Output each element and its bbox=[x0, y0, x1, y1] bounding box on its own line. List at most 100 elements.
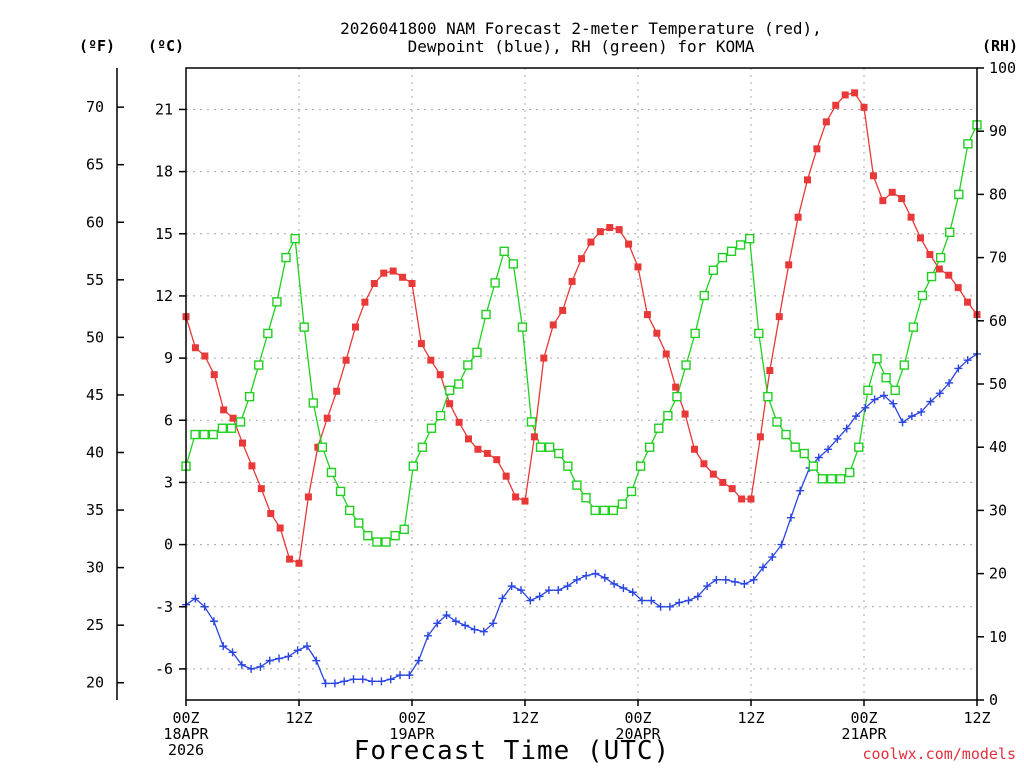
rh-point bbox=[854, 442, 864, 452]
dewpoint-point bbox=[842, 424, 851, 433]
celsius-unit-label: (ºC) bbox=[148, 37, 184, 55]
rh-tick-label: 60 bbox=[989, 312, 1007, 330]
dewpoint-point bbox=[414, 656, 423, 665]
rh-point bbox=[226, 423, 237, 433]
dewpoint-point bbox=[275, 654, 284, 663]
rh-point bbox=[408, 461, 418, 471]
temperature-point bbox=[756, 433, 764, 441]
rh-point bbox=[517, 322, 528, 332]
x-tick-label: 12Z bbox=[737, 709, 764, 727]
temperature-point bbox=[794, 213, 802, 221]
temperature-point bbox=[229, 414, 237, 422]
temperature-point bbox=[342, 356, 350, 364]
rh-point bbox=[290, 233, 300, 244]
temperature-point bbox=[455, 418, 463, 426]
dewpoint-point bbox=[396, 671, 405, 680]
x-tick-label: 00Z bbox=[172, 709, 199, 727]
dewpoint-point bbox=[442, 611, 451, 620]
rh-point bbox=[608, 505, 619, 516]
dewpoint-point bbox=[600, 573, 609, 582]
temperature-point bbox=[521, 497, 529, 505]
fahrenheit-tick-label: 45 bbox=[86, 386, 104, 404]
temperature-point bbox=[785, 261, 793, 269]
temperature-point bbox=[191, 344, 199, 352]
temperature-point bbox=[352, 323, 359, 331]
dewpoint-point bbox=[470, 625, 479, 634]
temperature-point bbox=[370, 280, 378, 288]
rh-point bbox=[581, 493, 591, 503]
fahrenheit-tick-label: 50 bbox=[86, 328, 104, 346]
rh-point bbox=[945, 227, 955, 238]
temperature-point bbox=[691, 445, 698, 453]
dewpoint-point bbox=[824, 445, 833, 454]
dewpoint-point bbox=[852, 412, 861, 421]
dewpoint-point bbox=[209, 617, 218, 626]
rh-point bbox=[454, 379, 464, 389]
rh-point bbox=[826, 474, 837, 484]
rh-tick-label: 100 bbox=[989, 59, 1016, 77]
dewpoint-point bbox=[554, 586, 563, 595]
temperature-point bbox=[239, 439, 246, 447]
rh-point bbox=[254, 360, 264, 370]
temperature-point bbox=[681, 410, 689, 418]
fahrenheit-unit-label: (ºF) bbox=[79, 37, 115, 55]
dewpoint-point bbox=[879, 391, 888, 400]
dewpoint-point bbox=[433, 619, 442, 628]
rh-point bbox=[499, 246, 509, 256]
temperature-point bbox=[709, 470, 717, 478]
temperature-point bbox=[399, 273, 407, 281]
temperature-point bbox=[201, 352, 209, 360]
rh-point bbox=[772, 417, 782, 427]
rh-point bbox=[417, 442, 428, 452]
rh-point bbox=[490, 278, 500, 288]
temperature-point bbox=[323, 414, 331, 422]
rh-point bbox=[808, 461, 819, 471]
dewpoint-point bbox=[517, 586, 526, 595]
fahrenheit-tick-label: 35 bbox=[86, 501, 104, 519]
temperature-point bbox=[408, 280, 416, 288]
temperature-point bbox=[672, 383, 680, 391]
dewpoint-point bbox=[507, 582, 516, 591]
dewpoint-point bbox=[731, 577, 740, 586]
rh-point bbox=[426, 423, 437, 433]
rh-point bbox=[590, 505, 600, 516]
dewpoint-point bbox=[293, 646, 302, 655]
fahrenheit-tick-label: 55 bbox=[86, 271, 104, 289]
temperature-point bbox=[775, 313, 783, 321]
rh-point bbox=[899, 360, 909, 370]
rh-point bbox=[745, 233, 755, 244]
fahrenheit-tick-label: 30 bbox=[86, 559, 104, 577]
dewpoint-line bbox=[185, 353, 978, 685]
temperature-point bbox=[945, 271, 953, 279]
series-lines bbox=[185, 92, 978, 685]
dewpoint-point bbox=[656, 602, 665, 611]
temperature-point bbox=[860, 103, 868, 111]
rh-point bbox=[335, 486, 346, 497]
dewpoint-point bbox=[740, 579, 749, 588]
dewpoint-point bbox=[758, 563, 767, 572]
celsius-tick-label: 0 bbox=[164, 536, 173, 554]
temperature-point bbox=[606, 224, 614, 232]
temperature-point bbox=[964, 298, 972, 306]
dewpoint-point bbox=[889, 399, 898, 408]
temperature-point bbox=[276, 524, 284, 532]
chart-title-line-2: Dewpoint (blue), RH (green) for KOMA bbox=[408, 37, 755, 56]
celsius-tick-label: -3 bbox=[155, 598, 173, 616]
temperature-point bbox=[615, 226, 623, 234]
dewpoint-point bbox=[628, 588, 637, 597]
temperature-point bbox=[474, 445, 482, 453]
rh-point bbox=[781, 429, 791, 440]
dewpoint-point bbox=[768, 553, 777, 562]
temperature-point bbox=[427, 356, 435, 364]
x-tick-label: 00Z bbox=[850, 709, 877, 727]
temperature-point bbox=[380, 269, 388, 277]
x-tick-label: 18APR bbox=[163, 725, 209, 743]
temperature-point bbox=[813, 145, 821, 153]
rh-point bbox=[599, 505, 609, 516]
temperature-point bbox=[304, 493, 312, 501]
dewpoint-point bbox=[963, 356, 972, 365]
dewpoint-point bbox=[377, 677, 386, 686]
x-tick-label: 12Z bbox=[511, 709, 538, 727]
